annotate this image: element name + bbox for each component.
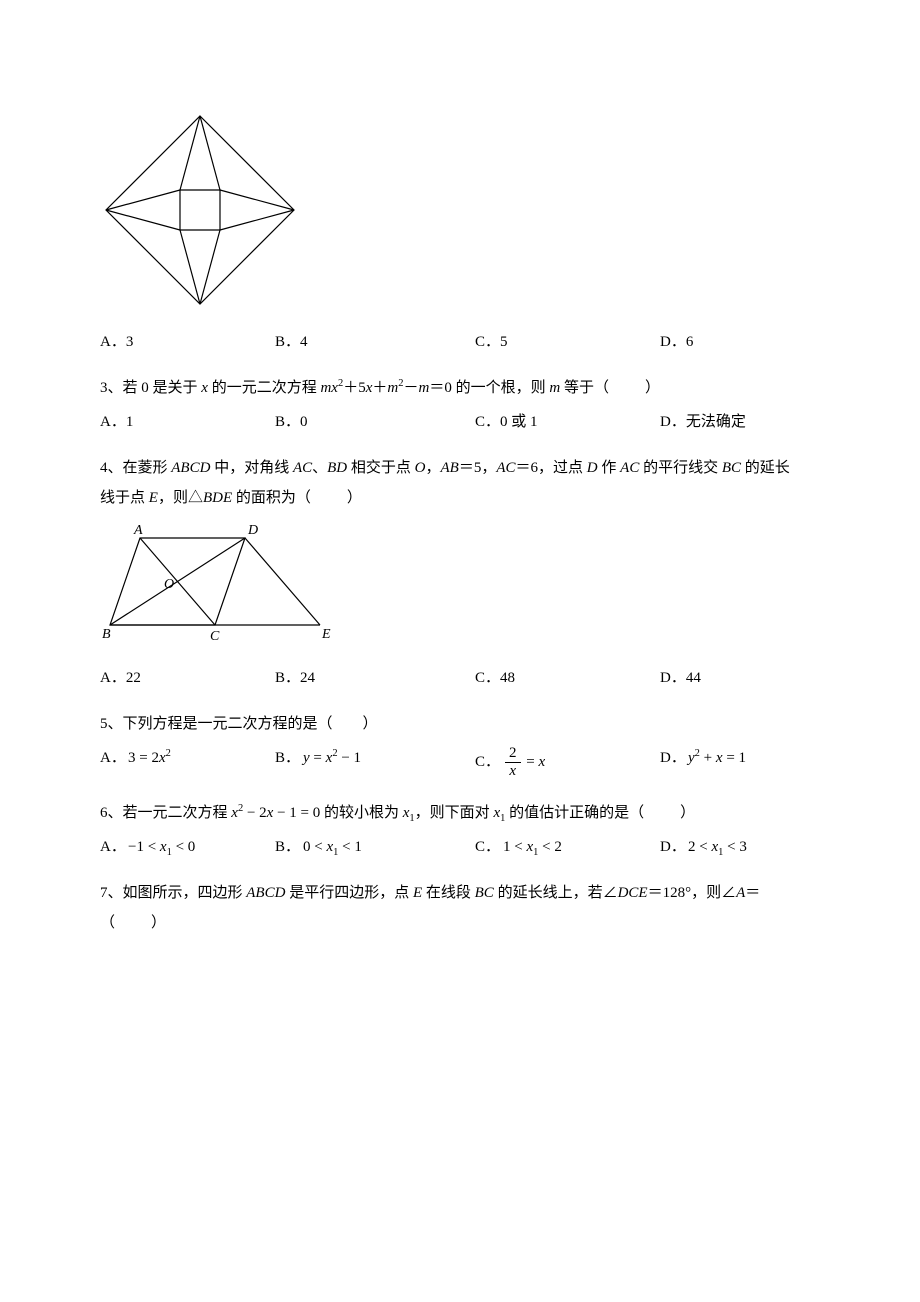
q3-options: A．1 B．0 C．0 或 1 D．无法确定 (100, 410, 820, 434)
q5-option-d: D．y2 + x = 1 (660, 746, 746, 779)
q3-option-a: A．1 (100, 410, 275, 434)
q6-options: A．−1 < x1 < 0 B．0 < x1 < 1 C．1 < x1 < 2 … (100, 835, 820, 859)
q4-option-a: A．22 (100, 666, 275, 690)
q7-text-line2: （ ） (100, 911, 820, 935)
q6-option-d: D．2 < x1 < 3 (660, 835, 747, 859)
q6-text: 6、若一元二次方程 x2 − 2x − 1 = 0 的较小根为 x1，则下面对 … (100, 801, 820, 825)
label-E: E (321, 627, 331, 642)
label-D: D (247, 523, 258, 538)
q2-option-a: A．3 (100, 330, 275, 354)
q3-text: 3、若 0 是关于 x 的一元二次方程 mx2＋5x＋m2－m＝0 的一个根，则… (100, 376, 820, 400)
q6-option-b: B．0 < x1 < 1 (275, 835, 475, 859)
q2-option-d: D．6 (660, 330, 693, 354)
label-O: O (164, 577, 174, 592)
q2-figure (100, 110, 820, 316)
q3-option-b: B．0 (275, 410, 475, 434)
q2-options: A．3 B．4 C．5 D．6 (100, 330, 820, 354)
q3-option-c: C．0 或 1 (475, 410, 660, 434)
q5-options: A．3 = 2x2 B．y = x2 − 1 C．2x = x D．y2 + x… (100, 746, 820, 779)
q4-text-line1: 4、在菱形 ABCD 中，对角线 AC、BD 相交于点 O，AB＝5，AC＝6，… (100, 456, 820, 480)
q5-option-a: A．3 = 2x2 (100, 746, 275, 779)
q5-option-c: C．2x = x (475, 746, 660, 779)
rhombus-svg: A D B C E O (100, 520, 340, 644)
label-B: B (102, 627, 111, 642)
label-A: A (133, 523, 143, 538)
q4-text-line2: 线于点 E，则△BDE 的面积为（ ） (100, 486, 820, 510)
q4-option-b: B．24 (275, 666, 475, 690)
q6-option-c: C．1 < x1 < 2 (475, 835, 660, 859)
q5-option-b: B．y = x2 − 1 (275, 746, 475, 779)
q4-options: A．22 B．24 C．48 D．44 (100, 666, 820, 690)
pinwheel-svg (100, 110, 300, 308)
q2-option-c: C．5 (475, 330, 660, 354)
q2-option-b: B．4 (275, 330, 475, 354)
q3-option-d: D．无法确定 (660, 410, 746, 434)
q6-option-a: A．−1 < x1 < 0 (100, 835, 275, 859)
q4-option-d: D．44 (660, 666, 701, 690)
q7-text-line1: 7、如图所示，四边形 ABCD 是平行四边形，点 E 在线段 BC 的延长线上，… (100, 881, 820, 905)
q4-option-c: C．48 (475, 666, 660, 690)
label-C: C (210, 629, 220, 644)
q4-figure: A D B C E O (100, 520, 820, 652)
q5-text: 5、下列方程是一元二次方程的是（ ） (100, 712, 820, 736)
